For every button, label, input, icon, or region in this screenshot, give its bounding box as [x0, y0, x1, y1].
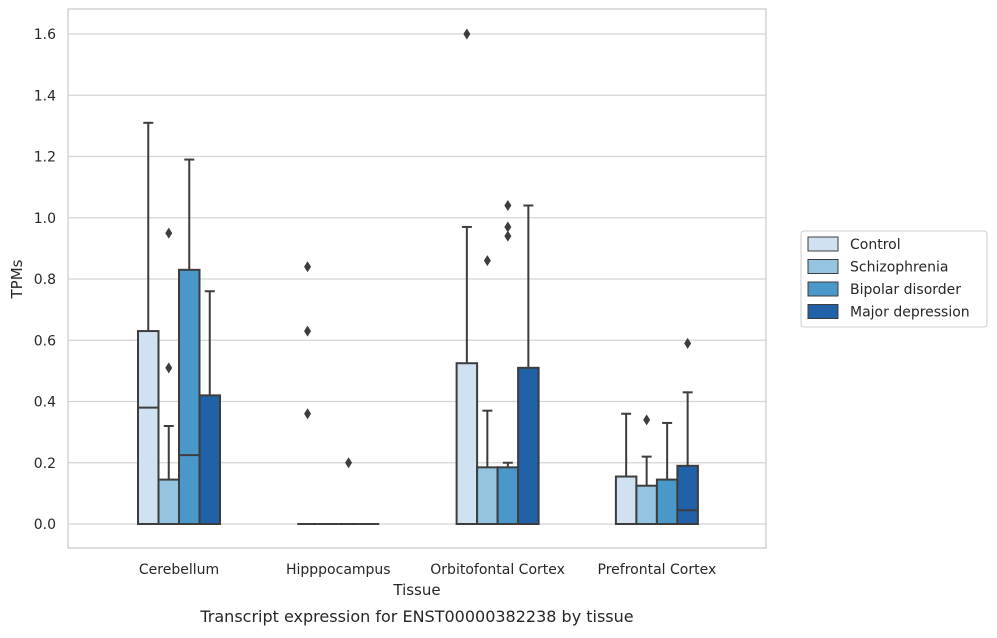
x-tick-labels: Cerebellum Hipppocampus Orbitofontal Corte… [139, 562, 716, 578]
y-tick-label: 0.4 [34, 395, 56, 411]
box-body [157, 478, 180, 525]
outlier-point [165, 362, 173, 374]
grid-layer [68, 33, 766, 525]
legend-label: Bipolar disorder [850, 282, 961, 298]
legend-swatch [807, 259, 839, 274]
box-element [476, 255, 499, 525]
legend-frame [800, 230, 988, 328]
y-tick-label: 0.2 [34, 456, 56, 472]
legend-swatch [807, 304, 839, 319]
figure-caption: Transcript expression for ENST0000038223… [199, 607, 633, 626]
box-element [635, 414, 658, 525]
x-tick-label: Prefrontal Cortex [598, 562, 717, 578]
y-tick-labels: 0.0 0.2 0.4 0.6 0.8 1.0 1.2 1.4 1.6 [34, 27, 56, 533]
x-tick-label: Hipppocampus [286, 562, 391, 578]
box-element [178, 158, 201, 525]
box-element [198, 290, 221, 525]
legend: Control Schizophrenia Bipolar disorder Majo… [800, 230, 988, 328]
box-body [198, 394, 221, 525]
y-tick-label: 1.0 [34, 211, 56, 227]
box-body [137, 330, 160, 525]
y-tick-label: 0.8 [34, 272, 56, 288]
legend-label: Major depression [850, 305, 970, 321]
outlier-point [483, 255, 491, 267]
box-element [137, 121, 160, 525]
outlier-point [165, 227, 173, 239]
box-body [496, 466, 520, 525]
outlier-point [504, 221, 512, 233]
box-body [178, 268, 201, 525]
y-tick-label: 1.2 [34, 150, 56, 166]
box-body [635, 484, 658, 525]
box-body [517, 366, 540, 525]
outlier-point [345, 457, 353, 469]
box-element [297, 261, 318, 525]
x-axis-label: Tissue [392, 581, 440, 599]
outlier-point [504, 230, 512, 242]
outlier-point [304, 325, 312, 337]
box-element [455, 28, 479, 525]
legend-swatch [807, 281, 839, 297]
box-element [496, 200, 520, 525]
y-tick-label: 1.4 [34, 88, 56, 104]
x-tick-label: Cerebellum [139, 562, 219, 578]
outlier-point [304, 408, 312, 420]
outlier-point [684, 337, 692, 349]
legend-swatch [807, 236, 839, 252]
box-element [338, 457, 359, 525]
box-body [676, 464, 699, 525]
outlier-point [504, 200, 512, 211]
box-element [676, 337, 699, 525]
box-body [476, 466, 499, 525]
outlier-point [643, 414, 651, 426]
box-body [614, 475, 638, 525]
plot-frame [67, 8, 767, 549]
box-element [655, 421, 679, 525]
y-axis-label: TPMs [8, 259, 26, 299]
outlier-point [463, 28, 471, 40]
y-tick-label: 1.6 [34, 27, 56, 43]
box-body [655, 478, 679, 525]
box-element [614, 412, 638, 525]
legend-label: Schizophrenia [850, 260, 948, 276]
x-tick-label: Orbitofontal Cortex [430, 562, 565, 578]
legend-label: Control [850, 237, 901, 253]
box-body [455, 362, 479, 525]
box-element [517, 204, 540, 525]
y-tick-label: 0.6 [34, 333, 56, 349]
y-tick-label: 0.0 [34, 517, 56, 533]
outlier-point [304, 261, 312, 273]
box-layer [137, 28, 699, 525]
box-element [157, 227, 180, 525]
